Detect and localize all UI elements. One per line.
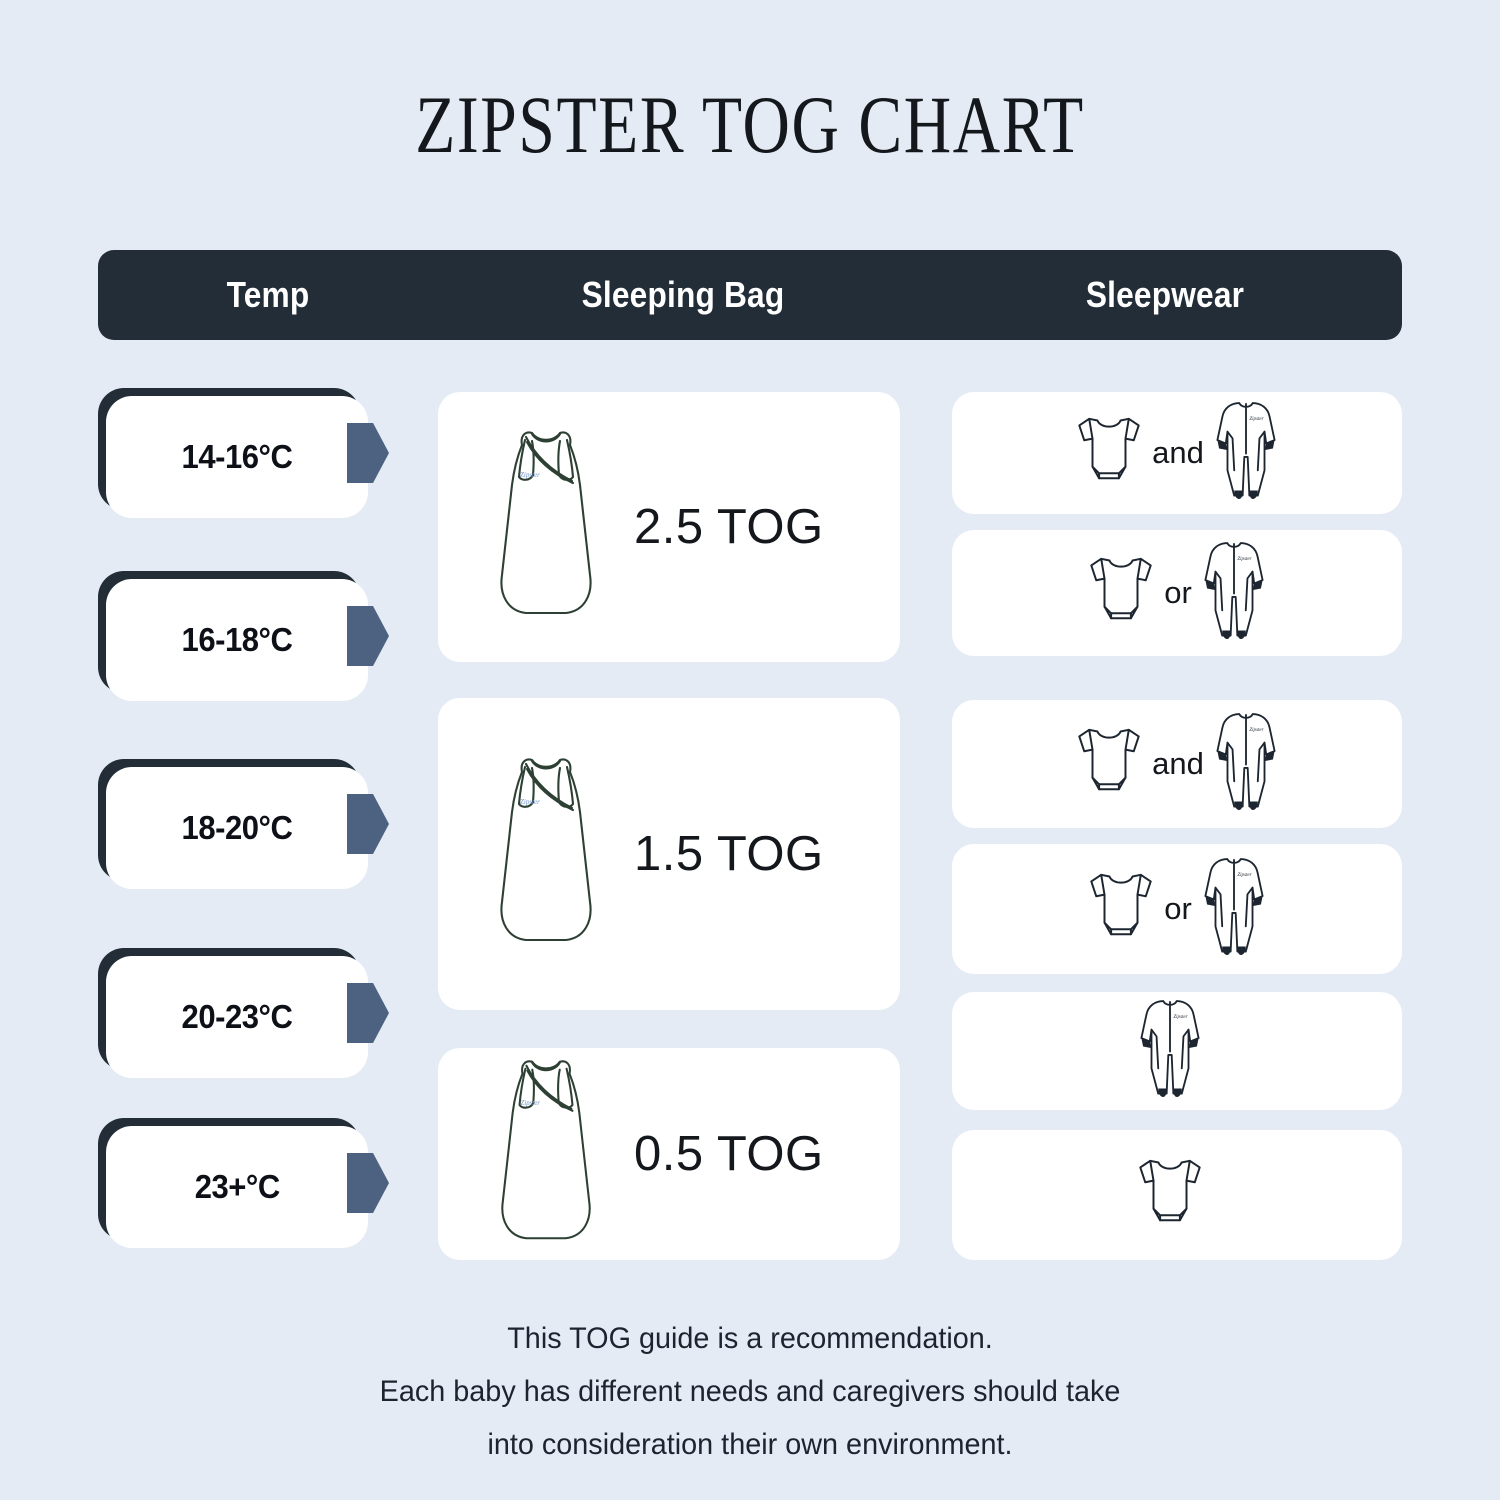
bodysuit-icon — [1137, 1154, 1203, 1237]
svg-text:Zipster: Zipster — [1237, 555, 1251, 561]
svg-text:Zipster: Zipster — [1249, 415, 1263, 421]
bodysuit-icon — [1076, 723, 1142, 806]
conjunction-label: or — [1164, 891, 1192, 926]
temp-label: 23+°C — [194, 1168, 280, 1205]
temp-pill-20-23[interactable]: 20-23°C — [98, 948, 389, 1078]
bodysuit-icon — [1088, 552, 1154, 635]
column-header-sleeping-bag: Sleeping Bag — [581, 274, 785, 315]
temp-label: 20-23°C — [181, 998, 293, 1035]
sleeping-bag-icon: Zipster — [486, 425, 606, 630]
svg-text:Zipster: Zipster — [1173, 1013, 1187, 1019]
temp-pill-14-16[interactable]: 14-16°C — [98, 388, 389, 518]
table-header-bar: Temp Sleeping Bag Sleepwear — [98, 250, 1402, 340]
tog-value: 0.5 TOG — [634, 1127, 824, 1181]
romper-icon: Zipster — [1202, 854, 1266, 965]
conjunction-label: or — [1164, 575, 1192, 610]
pill-face: 16-18°C — [106, 579, 368, 701]
romper-icon: Zipster — [1138, 996, 1202, 1107]
sleeping-bag-icon: Zipster — [486, 1054, 606, 1255]
sleeping-bag-card-1-5[interactable]: Zipster 1.5 TOG — [438, 698, 900, 1010]
romper-icon: Zipster — [1214, 709, 1278, 820]
column-header-temp: Temp — [226, 274, 310, 315]
sleeping-bag-icon: Zipster — [486, 752, 606, 957]
footer-disclaimer: This TOG guide is a recommendation. Each… — [30, 1312, 1470, 1471]
arrow-right-icon — [347, 794, 389, 854]
tog-value: 2.5 TOG — [634, 500, 824, 554]
temp-pill-16-18[interactable]: 16-18°C — [98, 571, 389, 701]
sleeping-bag-card-0-5[interactable]: Zipster 0.5 TOG — [438, 1048, 900, 1260]
sleeping-bag-card-2-5[interactable]: Zipster 2.5 TOG — [438, 392, 900, 662]
arrow-right-icon — [347, 1153, 389, 1213]
svg-text:Zipster: Zipster — [520, 798, 540, 806]
sleepwear-card-bodysuit-only[interactable] — [952, 1130, 1402, 1260]
temp-pill-18-20[interactable]: 18-20°C — [98, 759, 389, 889]
pill-face: 20-23°C — [106, 956, 368, 1078]
svg-text:Zipster: Zipster — [1249, 726, 1263, 732]
sleepwear-card-and-2[interactable]: and Zipster — [952, 700, 1402, 828]
footer-line-3: into consideration their own environment… — [487, 1428, 1013, 1461]
pill-face: 23+°C — [106, 1126, 368, 1248]
tog-value: 1.5 TOG — [634, 827, 824, 881]
temp-pill-23-plus[interactable]: 23+°C — [98, 1118, 389, 1248]
bodysuit-icon — [1088, 868, 1154, 951]
footer-line-1: This TOG guide is a recommendation. — [507, 1322, 993, 1355]
page-title: ZIPSTER TOG CHART — [415, 79, 1085, 170]
svg-text:Zipster: Zipster — [1237, 871, 1251, 877]
temp-label: 18-20°C — [181, 809, 293, 846]
bodysuit-icon — [1076, 412, 1142, 495]
sleepwear-card-romper-only[interactable]: Zipster — [952, 992, 1402, 1110]
pill-face: 18-20°C — [106, 767, 368, 889]
romper-icon: Zipster — [1202, 538, 1266, 649]
conjunction-label: and — [1152, 435, 1204, 470]
column-header-sleepwear: Sleepwear — [1085, 274, 1245, 315]
conjunction-label: and — [1152, 746, 1204, 781]
sleepwear-card-and-1[interactable]: and Zipster — [952, 392, 1402, 514]
svg-text:Zipster: Zipster — [520, 471, 540, 479]
sleepwear-card-or-2[interactable]: or Zipster — [952, 844, 1402, 974]
temp-label: 14-16°C — [181, 438, 293, 475]
arrow-right-icon — [347, 423, 389, 483]
romper-icon: Zipster — [1214, 398, 1278, 509]
footer-line-2: Each baby has different needs and caregi… — [379, 1375, 1121, 1408]
pill-face: 14-16°C — [106, 396, 368, 518]
arrow-right-icon — [347, 983, 389, 1043]
sleepwear-card-or-1[interactable]: or Zipster — [952, 530, 1402, 656]
temp-label: 16-18°C — [181, 621, 293, 658]
svg-text:Zipster: Zipster — [521, 1099, 541, 1106]
arrow-right-icon — [347, 606, 389, 666]
